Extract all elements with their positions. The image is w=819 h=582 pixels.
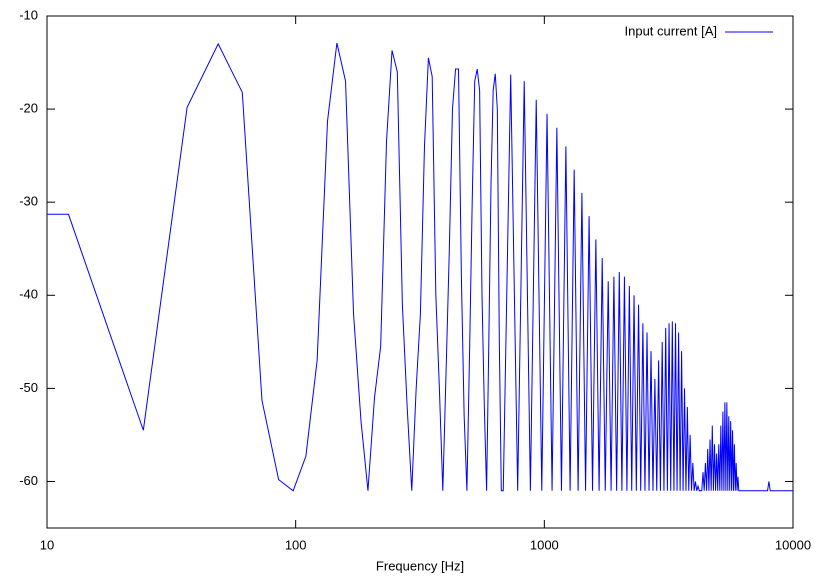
x-tick-label: 10000: [775, 537, 811, 552]
legend-label: Input current [A]: [625, 23, 718, 38]
y-tick-label: -20: [19, 101, 38, 116]
y-tick-label: -60: [19, 473, 38, 488]
data-line: [47, 42, 793, 492]
x-tick-label: 1000: [530, 537, 559, 552]
x-tick-label: 10: [40, 537, 54, 552]
y-tick-label: -10: [19, 7, 38, 22]
y-tick-label: -50: [19, 380, 38, 395]
x-tick-label: 100: [285, 537, 307, 552]
y-tick-label: -30: [19, 194, 38, 209]
y-tick-label: -40: [19, 287, 38, 302]
x-axis-label: Frequency [Hz]: [376, 558, 464, 573]
plot-frame: [46, 15, 794, 529]
